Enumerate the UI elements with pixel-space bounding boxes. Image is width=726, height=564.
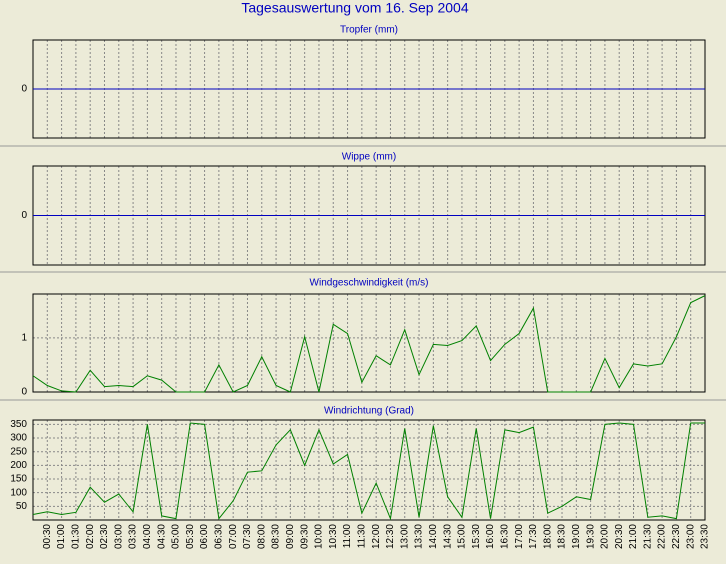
panel-title: Wippe (mm) (342, 152, 396, 163)
x-tick-label: 03:30 (128, 524, 139, 549)
y-tick-label: 200 (10, 460, 27, 471)
x-tick-label: 22:00 (657, 524, 668, 549)
data-line (32, 295, 706, 393)
x-tick-label: 05:00 (171, 524, 182, 549)
x-tick-label: 08:00 (256, 524, 267, 549)
y-tick-label: 250 (10, 446, 27, 457)
x-tick-label: 00:30 (42, 524, 53, 549)
x-tick-label: 16:30 (499, 524, 510, 549)
x-tick-label: 04:00 (142, 524, 153, 549)
y-tick-label: 150 (10, 474, 27, 485)
x-tick-label: 22:30 (671, 524, 682, 549)
x-tick-label: 01:00 (56, 524, 67, 549)
x-tick-label: 17:00 (514, 524, 525, 549)
x-tick-label: 20:30 (614, 524, 625, 549)
x-tick-label: 06:30 (214, 524, 225, 549)
y-tick-label: 350 (10, 419, 27, 430)
panel-title: Windgeschwindigkeit (m/s) (310, 278, 429, 289)
x-tick-label: 23:00 (685, 524, 696, 549)
plot-frame (32, 293, 706, 393)
y-tick-label: 0 (21, 84, 27, 95)
y-tick-label: 50 (16, 501, 28, 512)
y-tick-label: 300 (10, 433, 27, 444)
x-tick-label: 19:30 (585, 524, 596, 549)
y-tick-label: 0 (21, 210, 27, 221)
panel-title: Tropfer (mm) (340, 25, 398, 36)
y-tick-label: 0 (21, 387, 27, 398)
x-tick-label: 23:30 (700, 524, 711, 549)
x-tick-label: 08:30 (271, 524, 282, 549)
x-tick-label: 10:30 (328, 524, 339, 549)
plot-frame (32, 419, 706, 521)
x-tick-label: 11:00 (342, 524, 353, 549)
x-tick-label: 13:00 (399, 524, 410, 549)
x-tick-label: 18:00 (542, 524, 553, 549)
x-tick-label: 03:00 (113, 524, 124, 549)
x-tick-label: 07:00 (228, 524, 239, 549)
x-tick-label: 07:30 (242, 524, 253, 549)
x-tick-label: 11:30 (356, 524, 367, 549)
x-tick-label: 01:30 (71, 524, 82, 549)
x-tick-label: 18:30 (557, 524, 568, 549)
x-tick-label: 14:00 (428, 524, 439, 549)
data-line (32, 422, 705, 521)
x-tick-label: 20:00 (600, 524, 611, 549)
x-tick-label: 12:30 (385, 524, 396, 549)
y-tick-label: 1 (21, 332, 27, 343)
x-tick-label: 02:00 (85, 524, 96, 549)
page-title: Tagesauswertung vom 16. Sep 2004 (241, 0, 468, 16)
x-tick-label: 10:00 (314, 524, 325, 549)
x-tick-label: 17:30 (528, 524, 539, 549)
x-tick-label: 15:00 (457, 524, 468, 549)
x-tick-label: 06:00 (199, 524, 210, 549)
x-tick-label: 21:30 (642, 524, 653, 549)
x-tick-label: 04:30 (156, 524, 167, 549)
x-tick-label: 02:30 (99, 524, 110, 549)
x-tick-label: 09:30 (299, 524, 310, 549)
x-tick-label: 14:30 (442, 524, 453, 549)
x-tick-label: 09:00 (285, 524, 296, 549)
x-tick-label: 16:00 (485, 524, 496, 549)
x-tick-label: 05:30 (185, 524, 196, 549)
x-tick-label: 12:00 (371, 524, 382, 549)
x-tick-label: 13:30 (414, 524, 425, 549)
x-tick-label: 15:30 (471, 524, 482, 549)
y-tick-label: 100 (10, 487, 27, 498)
x-tick-label: 21:00 (628, 524, 639, 549)
x-tick-label: 19:00 (571, 524, 582, 549)
panel-title: Windrichtung (Grad) (324, 406, 414, 417)
